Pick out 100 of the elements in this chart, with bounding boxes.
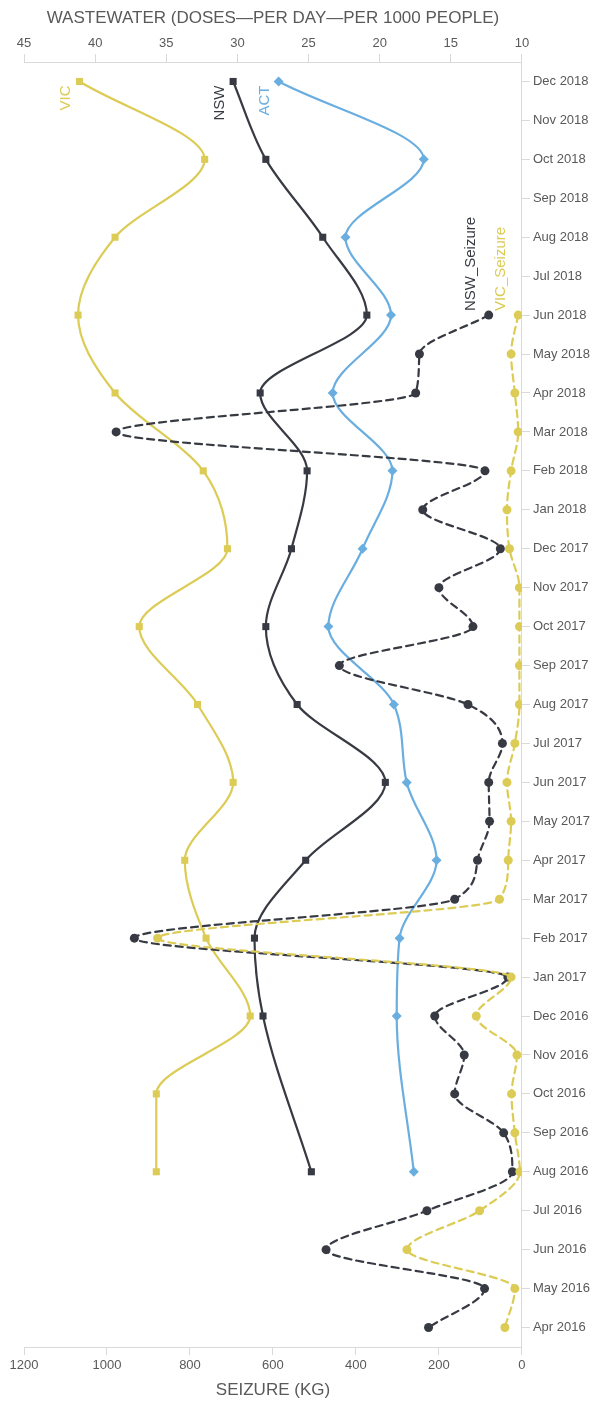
point bbox=[262, 623, 270, 631]
y-tick-label: Aug 2017 bbox=[532, 696, 589, 712]
point bbox=[510, 1284, 520, 1294]
point bbox=[223, 545, 231, 553]
point bbox=[431, 855, 442, 866]
point bbox=[74, 311, 82, 319]
point bbox=[503, 855, 513, 865]
x2-tick-label: 20 bbox=[372, 34, 387, 50]
point bbox=[75, 77, 84, 86]
point bbox=[319, 233, 327, 241]
point bbox=[363, 311, 371, 319]
y-tick-label: Apr 2018 bbox=[532, 384, 586, 400]
y-tick-label: Sep 2018 bbox=[532, 189, 589, 205]
point bbox=[199, 467, 207, 475]
point bbox=[510, 388, 520, 398]
point bbox=[418, 154, 429, 165]
x-tick-label: 0 bbox=[518, 1357, 526, 1373]
point bbox=[507, 1167, 517, 1177]
x2-tick-label: 25 bbox=[301, 34, 316, 50]
y-tick-label: Sep 2017 bbox=[532, 657, 589, 673]
y-tick-label: Apr 2016 bbox=[532, 1319, 586, 1335]
point bbox=[515, 1167, 522, 1177]
point bbox=[202, 934, 210, 942]
point bbox=[357, 543, 368, 554]
point bbox=[386, 310, 397, 321]
y-tick-label: May 2016 bbox=[532, 1280, 590, 1296]
x-tick-label: 1000 bbox=[92, 1357, 122, 1373]
y-tick-label: Mar 2017 bbox=[532, 890, 588, 906]
point bbox=[152, 1090, 160, 1098]
point bbox=[506, 816, 516, 826]
point bbox=[388, 699, 399, 710]
x-tick-label: 1200 bbox=[9, 1357, 39, 1373]
point bbox=[340, 232, 351, 243]
point bbox=[307, 1168, 315, 1176]
point bbox=[152, 1168, 160, 1176]
x-axis-title: SEIZURE (KG) bbox=[215, 1380, 331, 1400]
point bbox=[499, 1128, 509, 1138]
point bbox=[111, 427, 121, 437]
y-tick-label: May 2017 bbox=[532, 812, 590, 828]
point bbox=[434, 583, 444, 593]
point bbox=[471, 1011, 481, 1021]
y-tick-label: Apr 2017 bbox=[532, 851, 586, 867]
point bbox=[111, 389, 119, 397]
y-tick-label: Jul 2016 bbox=[532, 1202, 583, 1218]
point bbox=[153, 933, 163, 943]
point bbox=[273, 76, 284, 87]
point bbox=[485, 816, 495, 826]
y-tick-label: Mar 2018 bbox=[532, 423, 588, 439]
point bbox=[502, 777, 512, 787]
point bbox=[506, 466, 516, 476]
point bbox=[321, 1245, 331, 1255]
text: NSW bbox=[209, 84, 227, 121]
y-tick-label: Nov 2016 bbox=[532, 1046, 589, 1062]
point bbox=[495, 894, 504, 904]
x-tick-label: 200 bbox=[428, 1357, 450, 1373]
point bbox=[194, 700, 202, 709]
point bbox=[484, 310, 494, 320]
point bbox=[513, 310, 522, 320]
y-tick-label: Dec 2017 bbox=[532, 540, 589, 556]
point bbox=[111, 233, 119, 241]
point bbox=[468, 622, 478, 632]
x2-axis-title: WASTEWATER (DOSES—PER DAY—PER 1000 PEOPLE) bbox=[46, 7, 500, 27]
point bbox=[514, 622, 522, 632]
point bbox=[303, 467, 311, 475]
point bbox=[287, 545, 295, 553]
point bbox=[256, 389, 264, 397]
point bbox=[450, 1089, 460, 1099]
x2-tick-label: 15 bbox=[443, 34, 459, 50]
point bbox=[411, 388, 421, 398]
point bbox=[401, 777, 412, 788]
point bbox=[323, 621, 334, 632]
point bbox=[129, 933, 139, 943]
y-tick-label: Oct 2018 bbox=[532, 150, 586, 166]
text: VIC_Seizure bbox=[490, 226, 508, 312]
x2-tick-label: 10 bbox=[514, 34, 530, 50]
y-tick-label: Sep 2016 bbox=[532, 1124, 589, 1140]
point bbox=[459, 1050, 469, 1060]
y-tick-label: Dec 2018 bbox=[532, 73, 589, 89]
y-tick-label: May 2018 bbox=[532, 345, 590, 361]
point bbox=[418, 505, 428, 515]
y-tick-label: Jun 2018 bbox=[532, 306, 587, 322]
point bbox=[293, 700, 301, 709]
point bbox=[262, 155, 270, 163]
x2-tick-label: 40 bbox=[87, 34, 103, 50]
y-tick-label: Aug 2016 bbox=[532, 1163, 589, 1179]
point bbox=[229, 77, 237, 86]
y-tick-label: Jan 2018 bbox=[532, 501, 587, 517]
point bbox=[394, 933, 405, 944]
point bbox=[430, 1011, 440, 1021]
point bbox=[497, 738, 507, 748]
y-tick-label: Jul 2017 bbox=[532, 735, 583, 751]
point bbox=[135, 623, 143, 631]
point bbox=[381, 778, 389, 786]
point bbox=[201, 155, 209, 163]
point bbox=[480, 1284, 490, 1294]
y-tick-label: Jul 2018 bbox=[532, 267, 583, 283]
point bbox=[506, 349, 516, 359]
y-tick-label: Feb 2018 bbox=[532, 462, 588, 478]
y-tick-label: Jun 2016 bbox=[532, 1241, 587, 1257]
point bbox=[514, 583, 522, 593]
